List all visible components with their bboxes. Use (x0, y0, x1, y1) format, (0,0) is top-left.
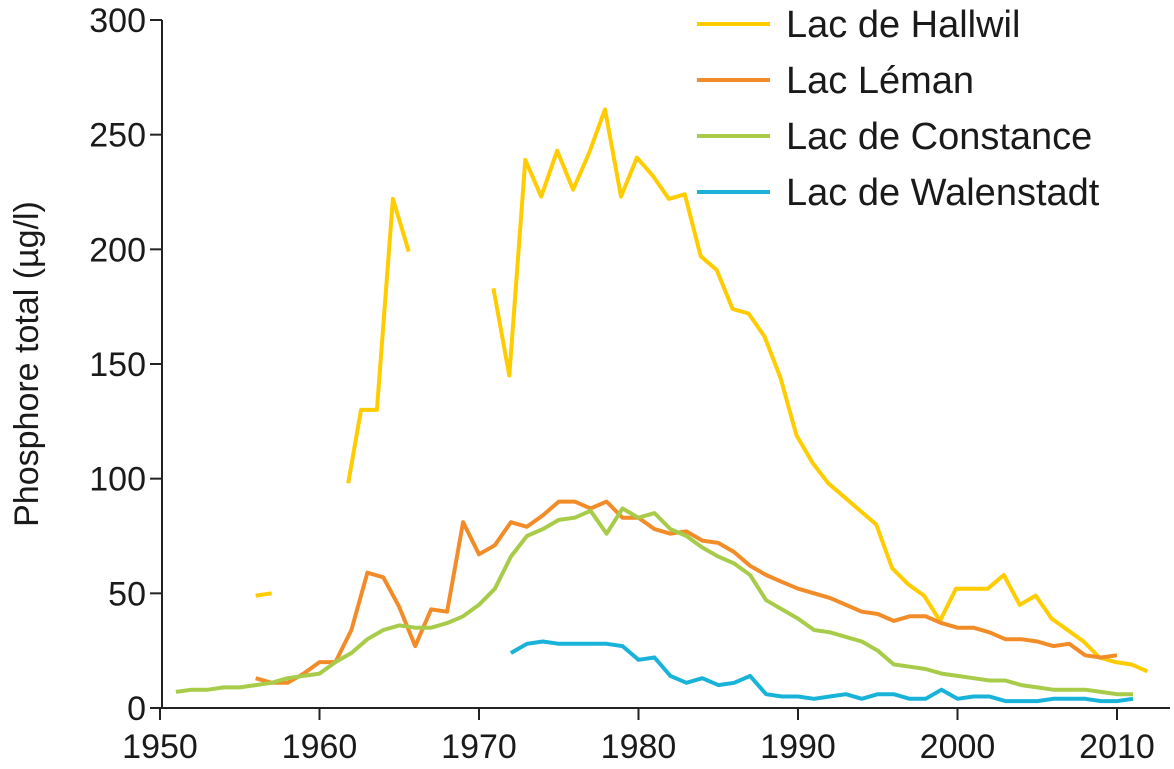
legend-label-3: Lac de Walenstadt (786, 172, 1100, 214)
series-line-3-segment-0 (509, 639, 1134, 704)
series-line-2-segment-0 (175, 506, 1133, 697)
series-line-0-segment-0 (255, 591, 272, 598)
legend-label-2: Lac de Constance (786, 116, 1092, 158)
x-ticks: 1950 1960 1970 1980 1990 2000 2010 (122, 708, 1155, 766)
x-tick-label-1950: 1950 (122, 728, 198, 766)
y-tick-label-300: 300 (89, 2, 146, 40)
plot-lines (175, 107, 1149, 704)
series-line-1-segment-0 (255, 499, 1118, 685)
x-tick-label-1980: 1980 (601, 728, 677, 766)
x-tick-label-2010: 2010 (1079, 728, 1155, 766)
y-ticks: 0 50 100 150 200 250 300 (89, 2, 162, 728)
y-tick-label-200: 200 (89, 231, 146, 269)
x-tick-label-1960: 1960 (282, 728, 358, 766)
series-line-0-segment-2 (491, 107, 1149, 674)
x-tick-label-1970: 1970 (441, 728, 517, 766)
y-tick-label-100: 100 (89, 461, 146, 499)
y-tick-label-0: 0 (127, 690, 146, 728)
series-line-0-segment-1 (346, 196, 411, 484)
legend: Lac de Hallwil Lac Léman Lac de Constance L… (697, 4, 1100, 214)
y-tick-label-250: 250 (89, 117, 146, 155)
legend-label-1: Lac Léman (786, 60, 974, 102)
x-tick-label-2000: 2000 (920, 728, 996, 766)
y-tick-label-150: 150 (89, 346, 146, 384)
y-tick-label-50: 50 (108, 575, 146, 613)
x-tick-label-1990: 1990 (760, 728, 836, 766)
legend-label-0: Lac de Hallwil (786, 4, 1020, 46)
y-axis-title: Phosphore total (µg/l) (8, 201, 46, 527)
